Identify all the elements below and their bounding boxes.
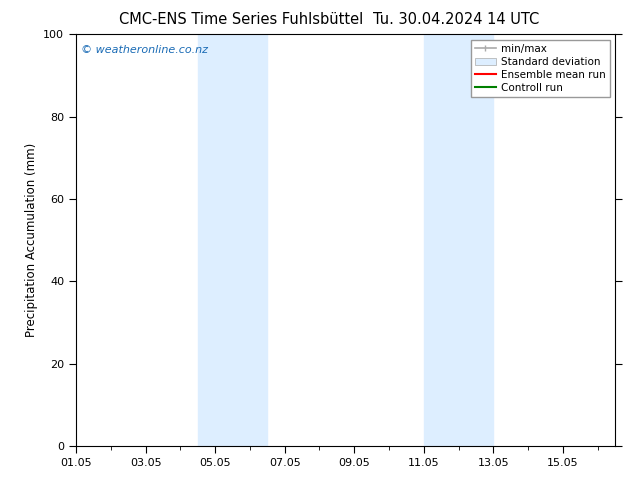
Y-axis label: Precipitation Accumulation (mm): Precipitation Accumulation (mm) bbox=[25, 143, 37, 337]
Text: CMC-ENS Time Series Fuhlsbüttel: CMC-ENS Time Series Fuhlsbüttel bbox=[119, 12, 363, 27]
Text: © weatheronline.co.nz: © weatheronline.co.nz bbox=[81, 45, 209, 54]
Bar bbox=[198, 34, 268, 446]
Text: Tu. 30.04.2024 14 UTC: Tu. 30.04.2024 14 UTC bbox=[373, 12, 540, 27]
Bar bbox=[424, 34, 493, 446]
Legend: min/max, Standard deviation, Ensemble mean run, Controll run: min/max, Standard deviation, Ensemble me… bbox=[470, 40, 610, 97]
